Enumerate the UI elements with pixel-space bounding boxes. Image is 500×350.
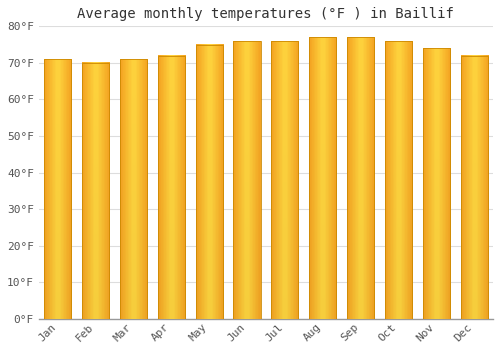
Bar (460, 56, 488, 319)
Bar (158, 56, 185, 319)
Bar (44, 59, 72, 319)
Bar (196, 44, 223, 319)
Bar (120, 59, 147, 319)
Bar (422, 48, 450, 319)
Bar (385, 41, 412, 319)
Bar (234, 41, 260, 319)
Bar (82, 63, 109, 319)
Bar (309, 37, 336, 319)
Bar (271, 41, 298, 319)
Bar (347, 37, 374, 319)
Title: Average monthly temperatures (°F ) in Baillif: Average monthly temperatures (°F ) in Ba… (78, 7, 454, 21)
